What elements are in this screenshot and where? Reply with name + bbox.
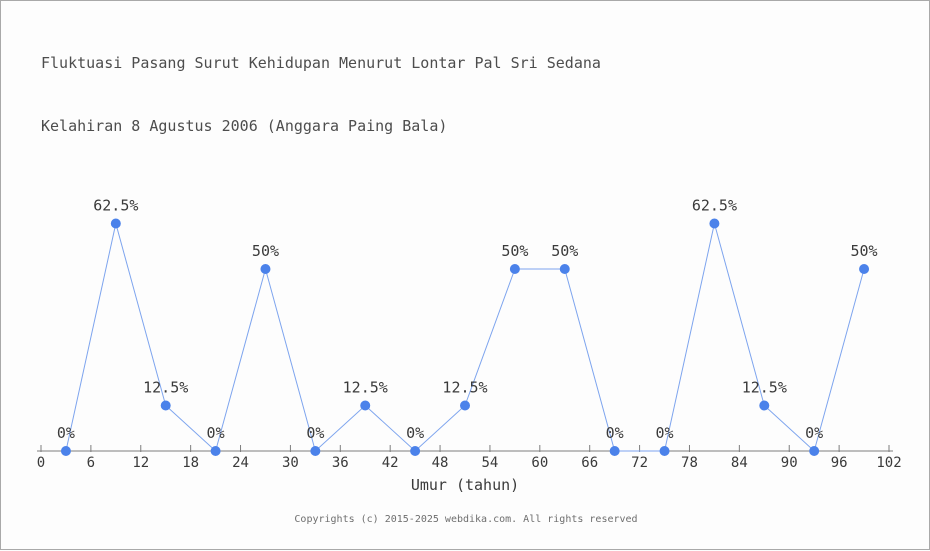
series-line <box>65 223 865 452</box>
data-point <box>360 400 371 411</box>
x-tick-label: 6 <box>87 455 95 471</box>
data-point <box>809 446 820 456</box>
chart-title-line-1: Fluktuasi Pasang Surut Kehidupan Menurut… <box>41 54 601 72</box>
data-point-label: 50% <box>851 242 878 260</box>
data-point <box>559 264 570 274</box>
chart-title: Fluktuasi Pasang Surut Kehidupan Menurut… <box>41 11 601 179</box>
data-point-label: 0% <box>406 424 424 442</box>
x-tick-label: 84 <box>731 455 748 471</box>
data-point-label: 12.5% <box>143 379 188 397</box>
data-point-label: 0% <box>306 424 324 442</box>
data-point <box>260 264 271 274</box>
x-tick-label: 36 <box>332 455 349 471</box>
x-tick-label: 66 <box>581 455 598 471</box>
x-tick-label: 102 <box>876 455 901 471</box>
data-point <box>410 446 421 456</box>
x-tick-label: 48 <box>432 455 449 471</box>
data-point-label: 50% <box>501 242 528 260</box>
data-point <box>310 446 321 456</box>
data-point <box>659 446 670 456</box>
x-tick-label: 0 <box>37 455 45 471</box>
data-point-label: 0% <box>805 424 823 442</box>
data-point-label: 50% <box>551 242 578 260</box>
data-point <box>859 264 870 274</box>
x-tick-label: 12 <box>132 455 149 471</box>
data-point <box>210 446 221 456</box>
x-axis-title: Umur (tahun) <box>411 476 519 494</box>
data-point <box>509 264 520 274</box>
data-point-label: 12.5% <box>343 379 388 397</box>
data-point-label: 0% <box>207 424 225 442</box>
data-point-label: 0% <box>606 424 624 442</box>
x-tick-label: 60 <box>531 455 548 471</box>
data-point-label: 50% <box>252 242 279 260</box>
data-point-label: 0% <box>57 424 75 442</box>
x-tick-label: 30 <box>282 455 299 471</box>
data-point <box>110 218 121 229</box>
data-point-label: 0% <box>655 424 673 442</box>
copyright-footer: Copyrights (c) 2015-2025 webdika.com. Al… <box>294 514 638 525</box>
data-point <box>759 400 770 411</box>
data-point-label: 62.5% <box>692 197 737 215</box>
data-point <box>460 400 470 411</box>
x-tick-label: 24 <box>232 455 249 471</box>
data-point <box>60 446 71 456</box>
data-point <box>609 446 620 456</box>
x-tick-label: 54 <box>482 455 499 471</box>
data-point-label: 62.5% <box>93 197 138 215</box>
x-tick-label: 78 <box>681 455 698 471</box>
data-point <box>160 400 171 411</box>
x-tick-label: 96 <box>831 455 848 471</box>
x-tick-label: 90 <box>781 455 798 471</box>
x-tick-label: 18 <box>182 455 199 471</box>
data-point-label: 12.5% <box>742 379 787 397</box>
x-tick-label: 72 <box>631 455 648 471</box>
data-point-label: 12.5% <box>442 379 487 397</box>
data-point <box>709 218 720 229</box>
x-tick-label: 42 <box>382 455 399 471</box>
chart-title-line-2: Kelahiran 8 Agustus 2006 (Anggara Paing … <box>41 117 448 135</box>
